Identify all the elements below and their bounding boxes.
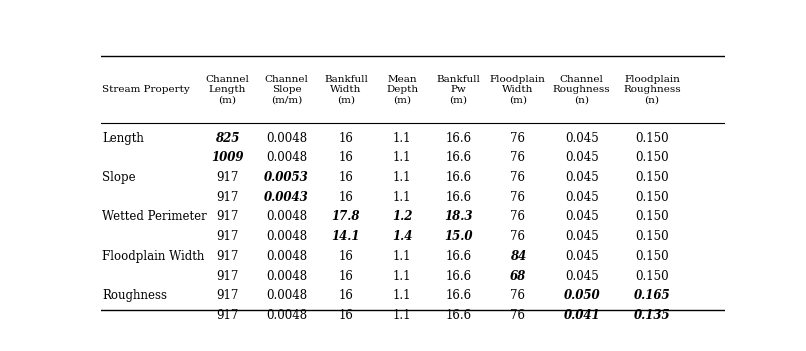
Text: 76: 76 <box>510 171 526 184</box>
Text: 68: 68 <box>509 270 526 283</box>
Text: 1009: 1009 <box>211 151 243 164</box>
Text: 16: 16 <box>339 171 353 184</box>
Text: 84: 84 <box>509 250 526 263</box>
Text: 0.045: 0.045 <box>565 171 599 184</box>
Text: 1.1: 1.1 <box>393 270 411 283</box>
Text: 917: 917 <box>216 191 239 204</box>
Text: 0.135: 0.135 <box>634 309 671 322</box>
Text: 917: 917 <box>216 211 239 224</box>
Text: 1.1: 1.1 <box>393 290 411 303</box>
Text: 1.1: 1.1 <box>393 171 411 184</box>
Text: Wetted Perimeter: Wetted Perimeter <box>102 211 207 224</box>
Text: 16.6: 16.6 <box>445 132 472 145</box>
Text: 15.0: 15.0 <box>444 230 472 243</box>
Text: 14.1: 14.1 <box>332 230 360 243</box>
Text: 76: 76 <box>510 132 526 145</box>
Text: 16: 16 <box>339 290 353 303</box>
Text: 0.0048: 0.0048 <box>266 309 307 322</box>
Text: 0.0043: 0.0043 <box>264 191 309 204</box>
Text: Floodplain
Width
(m): Floodplain Width (m) <box>490 74 546 104</box>
Text: 16.6: 16.6 <box>445 250 472 263</box>
Text: 16: 16 <box>339 309 353 322</box>
Text: 917: 917 <box>216 171 239 184</box>
Text: Mean
Depth
(m): Mean Depth (m) <box>386 74 418 104</box>
Text: Floodplain Width: Floodplain Width <box>102 250 205 263</box>
Text: 0.150: 0.150 <box>635 191 669 204</box>
Text: 0.0053: 0.0053 <box>264 171 309 184</box>
Text: 0.0048: 0.0048 <box>266 230 307 243</box>
Text: Channel
Length
(m): Channel Length (m) <box>206 74 249 104</box>
Text: 0.165: 0.165 <box>634 290 671 303</box>
Text: 917: 917 <box>216 230 239 243</box>
Text: 16.6: 16.6 <box>445 270 472 283</box>
Text: 1.1: 1.1 <box>393 250 411 263</box>
Text: 917: 917 <box>216 250 239 263</box>
Text: 76: 76 <box>510 309 526 322</box>
Text: Slope: Slope <box>102 171 135 184</box>
Text: 825: 825 <box>215 132 239 145</box>
Text: 0.0048: 0.0048 <box>266 151 307 164</box>
Text: Bankfull
Width
(m): Bankfull Width (m) <box>324 74 368 104</box>
Text: 1.1: 1.1 <box>393 191 411 204</box>
Text: 0.0048: 0.0048 <box>266 270 307 283</box>
Text: 0.150: 0.150 <box>635 211 669 224</box>
Text: 16.6: 16.6 <box>445 309 472 322</box>
Text: 0.0048: 0.0048 <box>266 290 307 303</box>
Text: 16.6: 16.6 <box>445 290 472 303</box>
Text: 0.041: 0.041 <box>563 309 600 322</box>
Text: 76: 76 <box>510 230 526 243</box>
Text: 16: 16 <box>339 270 353 283</box>
Text: Channel
Slope
(m/m): Channel Slope (m/m) <box>264 74 309 104</box>
Text: 917: 917 <box>216 270 239 283</box>
Text: Length: Length <box>102 132 144 145</box>
Text: 0.045: 0.045 <box>565 151 599 164</box>
Text: 76: 76 <box>510 151 526 164</box>
Text: 1.1: 1.1 <box>393 151 411 164</box>
Text: 0.150: 0.150 <box>635 230 669 243</box>
Text: 16: 16 <box>339 151 353 164</box>
Text: Stream Property: Stream Property <box>102 85 189 94</box>
Text: 0.150: 0.150 <box>635 171 669 184</box>
Text: 0.045: 0.045 <box>565 250 599 263</box>
Text: 76: 76 <box>510 191 526 204</box>
Text: 0.150: 0.150 <box>635 270 669 283</box>
Text: 0.0048: 0.0048 <box>266 211 307 224</box>
Text: 0.045: 0.045 <box>565 132 599 145</box>
Text: 0.045: 0.045 <box>565 270 599 283</box>
Text: 1.1: 1.1 <box>393 309 411 322</box>
Text: 16: 16 <box>339 250 353 263</box>
Text: 1.1: 1.1 <box>393 132 411 145</box>
Text: 17.8: 17.8 <box>332 211 360 224</box>
Text: 0.0048: 0.0048 <box>266 132 307 145</box>
Text: 0.045: 0.045 <box>565 211 599 224</box>
Text: 0.0048: 0.0048 <box>266 250 307 263</box>
Text: 18.3: 18.3 <box>444 211 472 224</box>
Text: 16: 16 <box>339 191 353 204</box>
Text: 16.6: 16.6 <box>445 151 472 164</box>
Text: 917: 917 <box>216 309 239 322</box>
Text: 0.150: 0.150 <box>635 250 669 263</box>
Text: 0.150: 0.150 <box>635 132 669 145</box>
Text: 0.045: 0.045 <box>565 230 599 243</box>
Text: 0.050: 0.050 <box>563 290 600 303</box>
Text: 0.150: 0.150 <box>635 151 669 164</box>
Text: Bankfull
Pw
(m): Bankfull Pw (m) <box>436 74 480 104</box>
Text: 76: 76 <box>510 290 526 303</box>
Text: 1.4: 1.4 <box>392 230 413 243</box>
Text: 16.6: 16.6 <box>445 171 472 184</box>
Text: Floodplain
Roughness
(n): Floodplain Roughness (n) <box>623 74 681 104</box>
Text: Channel
Roughness
(n): Channel Roughness (n) <box>553 74 610 104</box>
Text: 917: 917 <box>216 290 239 303</box>
Text: 16.6: 16.6 <box>445 191 472 204</box>
Text: 0.045: 0.045 <box>565 191 599 204</box>
Text: Roughness: Roughness <box>102 290 167 303</box>
Text: 1.2: 1.2 <box>392 211 413 224</box>
Text: 16: 16 <box>339 132 353 145</box>
Text: 76: 76 <box>510 211 526 224</box>
